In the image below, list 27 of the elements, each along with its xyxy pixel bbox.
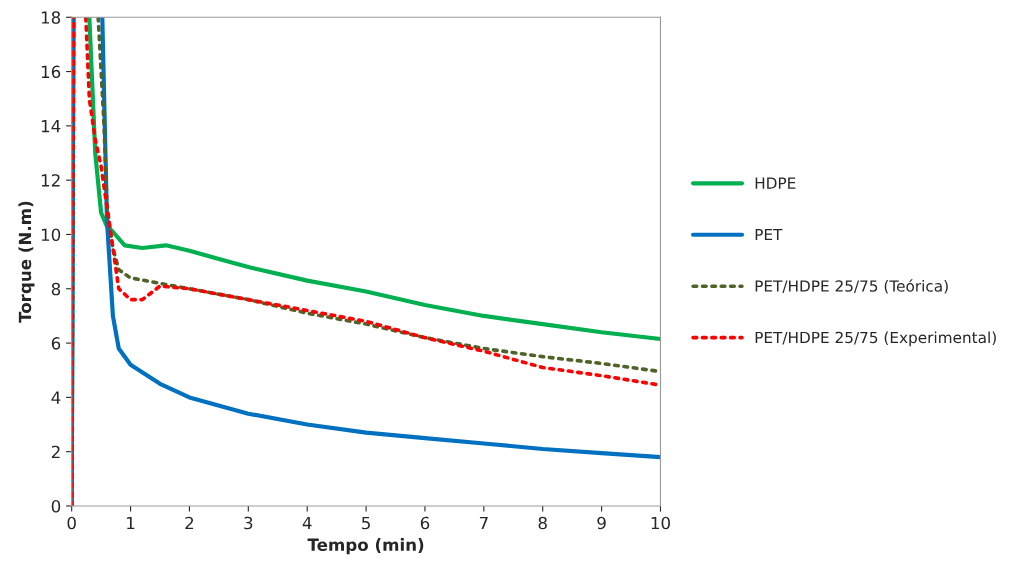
x-tick-label: 1 xyxy=(127,516,135,530)
x-axis-title: Tempo (min) xyxy=(307,538,424,555)
x-tick-label: 10 xyxy=(651,516,670,530)
y-tick-label: 0 xyxy=(51,499,61,513)
x-tick-label: 6 xyxy=(420,516,430,530)
x-tick-label: 2 xyxy=(185,516,194,530)
y-tick-label: 14 xyxy=(41,120,61,133)
legend-label: HDPE xyxy=(755,177,796,189)
y-tick-label: 16 xyxy=(41,65,61,79)
x-tick-label: 7 xyxy=(479,516,488,530)
y-tick-label: 6 xyxy=(51,337,61,350)
x-tick-label: 9 xyxy=(597,516,606,530)
legend-label: PET/HDPE 25/75 (Experimental) xyxy=(755,331,996,347)
y-tick-label: 18 xyxy=(41,11,61,24)
x-tick-label: 4 xyxy=(302,516,312,530)
y-axis-title: Torque (N.m) xyxy=(18,201,35,323)
x-tick-label: 3 xyxy=(244,516,253,530)
x-tick-label: 8 xyxy=(538,516,547,530)
y-tick-label: 12 xyxy=(41,174,60,187)
x-tick-label: 0 xyxy=(67,516,76,530)
y-tick-label: 2 xyxy=(51,445,60,459)
y-tick-label: 10 xyxy=(41,228,61,242)
legend-label: PET xyxy=(755,228,783,241)
x-tick-label: 5 xyxy=(362,516,370,530)
legend-label: PET/HDPE 25/75 (Teórica) xyxy=(755,279,948,294)
y-tick-label: 8 xyxy=(51,282,61,296)
y-tick-label: 4 xyxy=(51,391,61,404)
